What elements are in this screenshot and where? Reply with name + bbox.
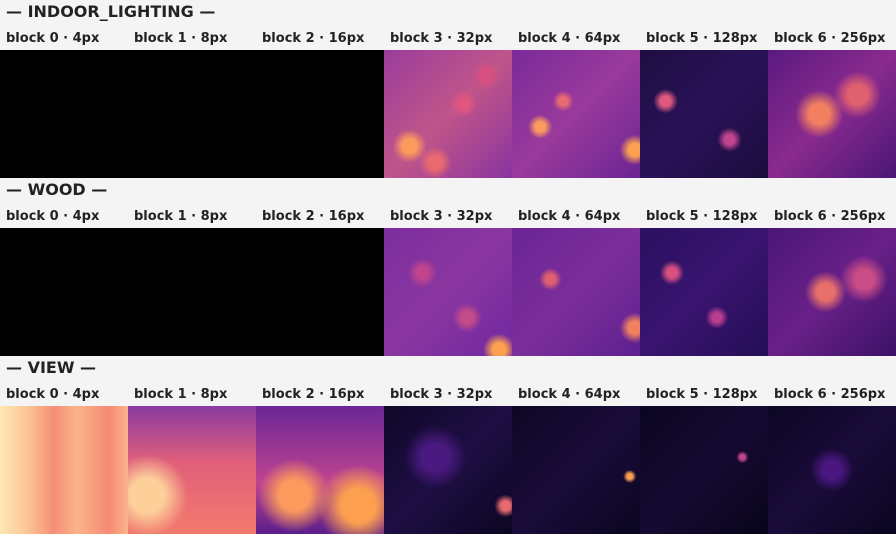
block-label: block 5 · 128px bbox=[646, 387, 758, 402]
block-label: block 3 · 32px bbox=[390, 209, 493, 224]
block-label: block 3 · 32px bbox=[390, 387, 493, 402]
heatmap bbox=[640, 228, 768, 356]
heatmap bbox=[768, 228, 896, 356]
section-title: — WOOD — bbox=[6, 180, 108, 199]
heatmap bbox=[768, 406, 896, 534]
heatmap bbox=[512, 228, 640, 356]
block-label: block 6 · 256px bbox=[774, 31, 886, 46]
block-label: block 6 · 256px bbox=[774, 387, 886, 402]
block-label: block 1 · 8px bbox=[134, 31, 228, 46]
block-label: block 6 · 256px bbox=[774, 209, 886, 224]
heatmap bbox=[256, 228, 384, 356]
block-label: block 1 · 8px bbox=[134, 209, 228, 224]
heatmap bbox=[0, 406, 128, 534]
block-label: block 4 · 64px bbox=[518, 31, 621, 46]
heatmap bbox=[0, 50, 128, 178]
block-label: block 0 · 4px bbox=[6, 209, 100, 224]
heatmap bbox=[384, 228, 512, 356]
block-label: block 2 · 16px bbox=[262, 209, 365, 224]
block-label: block 5 · 128px bbox=[646, 209, 758, 224]
heatmap bbox=[512, 50, 640, 178]
heatmap bbox=[640, 50, 768, 178]
heatmap bbox=[512, 406, 640, 534]
block-label: block 1 · 8px bbox=[134, 387, 228, 402]
heatmap bbox=[384, 50, 512, 178]
heatmap bbox=[768, 50, 896, 178]
section-title: — VIEW — bbox=[6, 358, 97, 377]
block-label: block 0 · 4px bbox=[6, 387, 100, 402]
block-label: block 4 · 64px bbox=[518, 209, 621, 224]
heatmap bbox=[384, 406, 512, 534]
block-label: block 4 · 64px bbox=[518, 387, 621, 402]
block-label: block 5 · 128px bbox=[646, 31, 758, 46]
heatmap bbox=[128, 50, 256, 178]
block-label: block 3 · 32px bbox=[390, 31, 493, 46]
block-label: block 2 · 16px bbox=[262, 31, 365, 46]
block-label: block 2 · 16px bbox=[262, 387, 365, 402]
heatmap bbox=[256, 406, 384, 534]
heatmap bbox=[0, 228, 128, 356]
block-label: block 0 · 4px bbox=[6, 31, 100, 46]
heatmap bbox=[128, 406, 256, 534]
section-title: — INDOOR_LIGHTING — bbox=[6, 2, 216, 21]
heatmap bbox=[128, 228, 256, 356]
heatmap bbox=[640, 406, 768, 534]
heatmap bbox=[256, 50, 384, 178]
